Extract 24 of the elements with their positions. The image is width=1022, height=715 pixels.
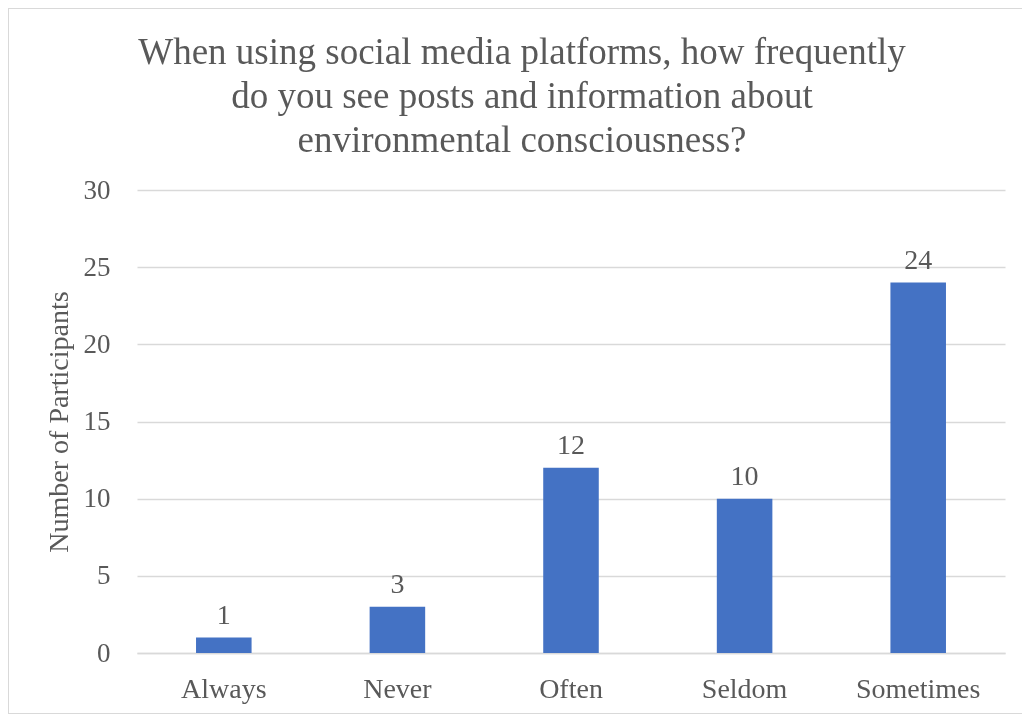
y-tick-label: 20 [83, 328, 111, 359]
y-tick-label: 15 [83, 406, 111, 436]
y-tick-label: 10 [83, 483, 111, 514]
y-tick-label: 25 [83, 251, 111, 282]
bar [890, 282, 946, 653]
y-tick-label: 0 [97, 637, 111, 668]
x-tick-label: Seldom [701, 672, 788, 704]
y-tick-label: 5 [97, 560, 111, 591]
bar [543, 467, 599, 653]
chart-title: When using social media platforms, how frequently do you see posts and information about environmental consciousness? [138, 31, 907, 160]
x-tick-label: Never [363, 672, 433, 704]
data-label: 24 [904, 243, 933, 275]
x-tick-label: Always [181, 672, 267, 704]
y-axis-title: Number of Participants [42, 291, 74, 553]
bar [369, 606, 426, 653]
data-label: 12 [557, 428, 585, 460]
data-label: 3 [390, 567, 405, 599]
x-tick-label: Sometimes [855, 672, 981, 704]
data-label: 1 [216, 598, 231, 630]
x-tick-label: Often [539, 672, 603, 704]
bar [716, 498, 773, 653]
data-label: 10 [730, 459, 759, 491]
bar [196, 637, 252, 653]
y-tick-label: 30 [83, 174, 111, 205]
